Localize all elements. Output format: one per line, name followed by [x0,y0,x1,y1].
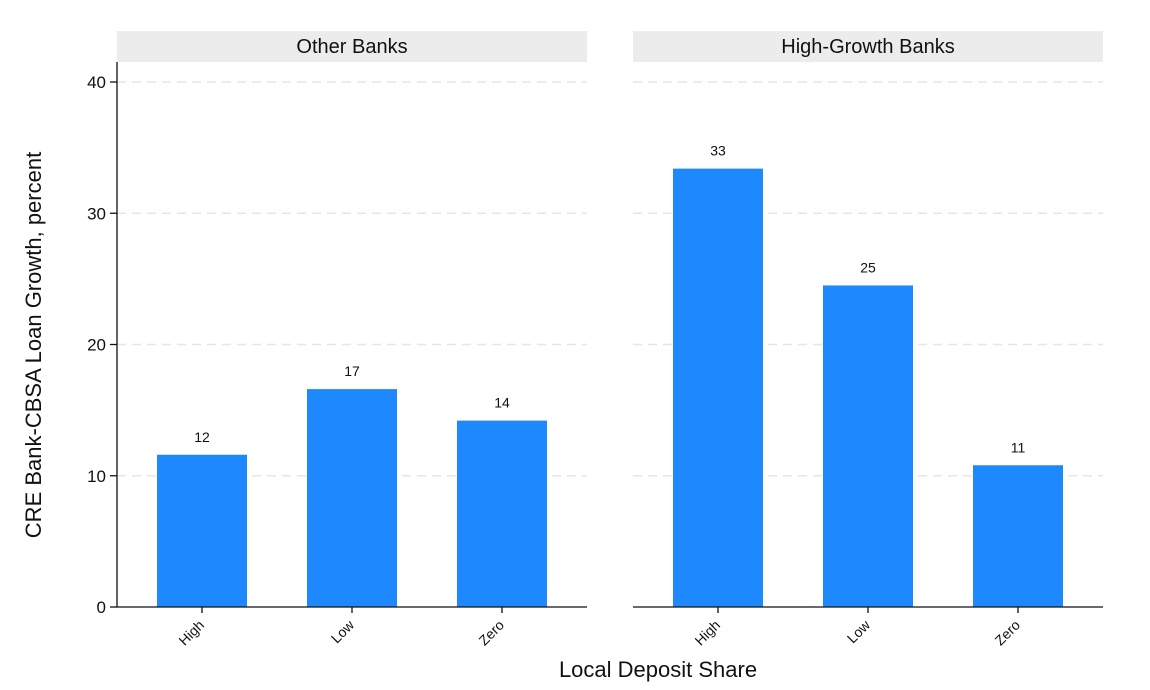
panel-title-strip [117,31,587,62]
x-tick-label: Low [328,616,358,646]
y-tick-label: 0 [97,598,106,617]
panel-title: Other Banks [296,36,407,58]
panel-other-banks: Other Banks 12 High 17 Low 14 Zero [117,31,587,648]
y-tick-label: 20 [87,336,106,355]
data-label: 12 [194,429,210,445]
data-label: 25 [860,259,876,275]
x-tick-label: High [691,617,723,649]
y-axis: 0 10 20 30 40 [87,62,118,617]
data-label: 17 [344,363,360,379]
panel-title: High-Growth Banks [781,36,954,58]
panel-title-strip [633,31,1103,62]
y-tick-label: 40 [87,73,106,92]
bar [673,168,763,607]
x-tick-label: Zero [475,617,507,649]
x-axis-title: Local Deposit Share [559,657,757,682]
data-label: 33 [710,143,726,159]
x-tick-label: Zero [991,617,1023,649]
panel-high-growth-banks: High-Growth Banks 33 High 25 Low 11 Zero [633,31,1103,648]
bar [973,465,1063,607]
bar [823,285,913,607]
bar [457,420,547,607]
bar [307,389,397,607]
x-tick-label: Low [844,616,874,646]
y-axis-title: CRE Bank-CBSA Loan Growth, percent [21,152,46,538]
data-label: 11 [1011,439,1026,455]
bar [157,454,247,607]
chart-panels: Other Banks12High17Low14ZeroHigh-Growth … [117,31,1103,648]
y-tick-label: 30 [87,204,106,223]
y-tick-label: 10 [87,467,106,486]
data-label: 14 [494,395,510,411]
x-tick-label: High [175,617,207,649]
